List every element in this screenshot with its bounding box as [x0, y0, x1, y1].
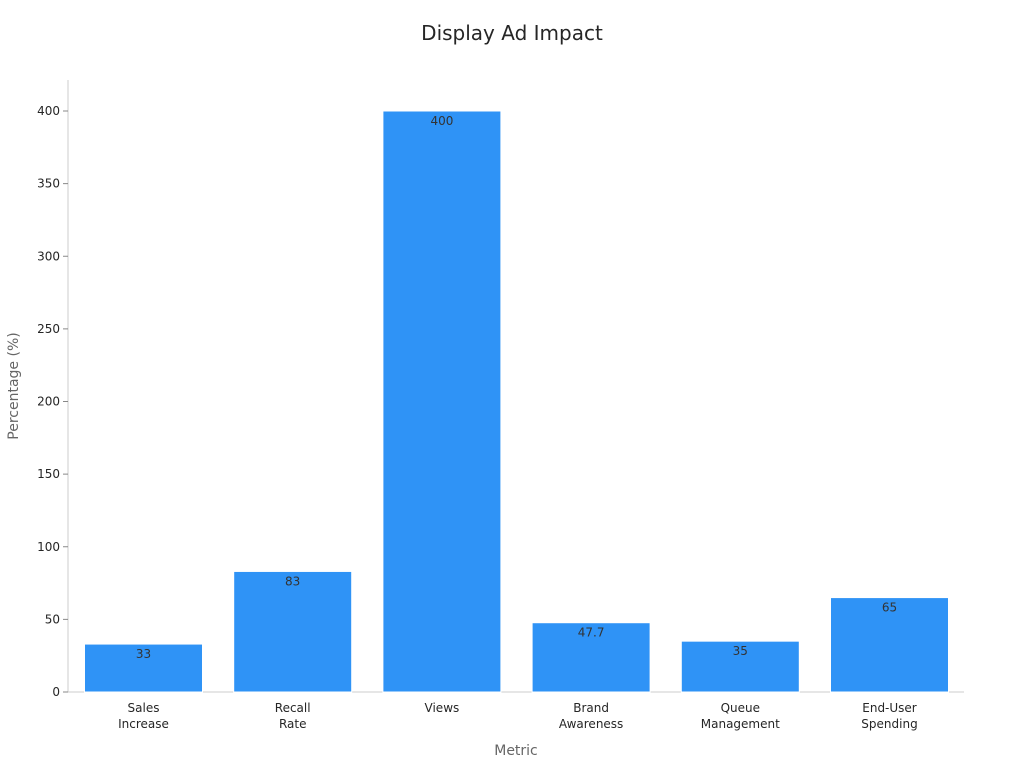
bar-value-label: 35	[733, 644, 748, 658]
y-tick-label: 150	[37, 467, 60, 481]
y-tick-label: 250	[37, 322, 60, 336]
bar	[84, 643, 203, 693]
y-tick-label: 100	[37, 540, 60, 554]
x-axis-ticks: Sales Increase Recall Rate Views Brand Awarene…	[118, 701, 918, 731]
x-tick-label: Queue Management	[701, 701, 780, 731]
x-tick-label: Views	[425, 701, 460, 715]
bar-value-label: 47.7	[578, 626, 605, 640]
y-tick-label: 0	[52, 685, 60, 699]
y-tick-label: 200	[37, 395, 60, 409]
x-axis-title: Metric	[494, 743, 538, 759]
x-tick-label: End-User Spending	[861, 701, 917, 731]
bar	[680, 640, 800, 693]
bar-value-label: 400	[430, 114, 453, 128]
bar	[382, 110, 502, 693]
bars-group	[84, 110, 949, 693]
x-tick-label: Recall Rate	[275, 701, 311, 731]
y-tick-label: 350	[37, 177, 60, 191]
chart-title: Display Ad Impact	[421, 21, 603, 45]
x-tick-label: Brand Awareness	[559, 701, 623, 731]
x-tick-label: Sales Increase	[118, 701, 169, 731]
bar-value-label: 33	[136, 647, 151, 661]
bar	[830, 597, 949, 693]
y-tick-label: 400	[37, 104, 60, 118]
data-labels-group: 33 83 400 47.7 35 65	[136, 114, 897, 661]
y-axis-title: Percentage (%)	[6, 332, 22, 439]
bar-value-label: 65	[882, 601, 897, 615]
bar	[233, 570, 353, 693]
y-tick-label: 300	[37, 249, 60, 263]
y-tick-label: 50	[45, 612, 60, 626]
bar	[531, 622, 651, 693]
bar-value-label: 83	[285, 574, 300, 588]
y-axis-ticks: 0 50 100 150 200 250 300 350 400	[37, 104, 68, 699]
